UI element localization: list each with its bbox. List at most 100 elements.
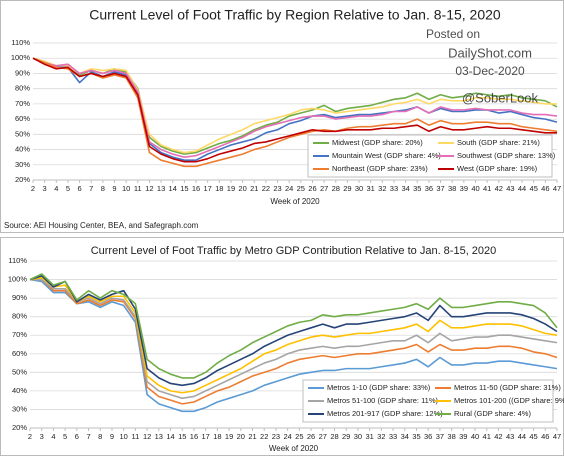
- x-tick-label: 34: [401, 432, 409, 441]
- series-line: [30, 278, 558, 405]
- x-tick-label: 3: [40, 432, 44, 441]
- y-tick-label: 40%: [12, 386, 27, 395]
- x-tick-label: 32: [377, 432, 385, 441]
- legend-box: [302, 379, 554, 423]
- x-tick-label: 25: [297, 184, 305, 193]
- x-tick-label: 47: [553, 432, 561, 441]
- x-tick-label: 27: [319, 432, 327, 441]
- x-tick-label: 36: [425, 184, 433, 193]
- x-tick-label: 43: [506, 184, 514, 193]
- legend-label: Southwest (GDP share: 13%): [457, 151, 556, 160]
- series-line: [32, 57, 558, 162]
- x-tick-label: 42: [495, 184, 503, 193]
- x-tick-label: 6: [77, 184, 81, 193]
- x-tick-label: 5: [63, 432, 67, 441]
- x-tick-label: 26: [308, 184, 316, 193]
- series-line: [32, 57, 558, 158]
- x-tick-label: 40: [471, 184, 479, 193]
- x-tick-label: 3: [43, 184, 47, 193]
- y-tick-label: 30%: [15, 160, 30, 169]
- y-tick-label: 50%: [12, 367, 27, 376]
- x-tick-label: 19: [225, 432, 233, 441]
- x-tick-label: 18: [213, 432, 221, 441]
- watermark: @SoberLook: [462, 90, 539, 105]
- x-tick-label: 21: [250, 184, 258, 193]
- legend-label: West (GDP share: 19%): [457, 164, 538, 173]
- x-tick-label: 46: [541, 432, 549, 441]
- legend-label: Rural (GDP share: 4%): [454, 409, 531, 418]
- y-tick-label: 20%: [15, 175, 30, 184]
- watermark: DailyShot.com: [448, 45, 532, 60]
- x-tick-label: 22: [260, 432, 268, 441]
- x-tick-label: 39: [460, 184, 468, 193]
- x-tick-label: 41: [483, 432, 491, 441]
- x-tick-label: 38: [448, 184, 456, 193]
- x-tick-label: 29: [342, 432, 350, 441]
- x-tick-label: 31: [367, 184, 375, 193]
- x-tick-label: 26: [307, 432, 315, 441]
- legend-box: [307, 134, 553, 178]
- x-tick-label: 23: [273, 184, 281, 193]
- x-tick-label: 35: [412, 432, 420, 441]
- x-tick-label: 18: [215, 184, 223, 193]
- x-tick-label: 12: [145, 184, 153, 193]
- x-tick-label: 43: [506, 432, 514, 441]
- x-tick-label: 17: [203, 184, 211, 193]
- x-axis-title: Week of 2020: [269, 444, 319, 453]
- x-tick-label: 11: [132, 432, 140, 441]
- x-tick-label: 8: [101, 184, 105, 193]
- y-tick-label: 90%: [15, 68, 30, 77]
- y-tick-label: 80%: [15, 84, 30, 93]
- source-note: Source: AEI Housing Center, BEA, and Saf…: [4, 221, 199, 230]
- x-tick-label: 11: [134, 184, 142, 193]
- x-tick-label: 12: [143, 432, 151, 441]
- x-tick-label: 46: [541, 184, 549, 193]
- x-tick-label: 13: [155, 432, 163, 441]
- x-tick-label: 39: [459, 432, 467, 441]
- chart-title: Current Level of Foot Traffic by Metro G…: [91, 245, 497, 257]
- x-tick-label: 20: [238, 184, 246, 193]
- y-tick-label: 110%: [8, 256, 27, 265]
- x-tick-label: 16: [192, 184, 200, 193]
- x-tick-label: 22: [262, 184, 270, 193]
- x-tick-label: 15: [180, 184, 188, 193]
- x-tick-label: 2: [28, 432, 32, 441]
- x-tick-label: 40: [471, 432, 479, 441]
- x-tick-label: 14: [169, 184, 177, 193]
- x-tick-label: 6: [75, 432, 79, 441]
- x-tick-label: 14: [166, 432, 174, 441]
- x-tick-label: 15: [178, 432, 186, 441]
- x-tick-label: 24: [285, 184, 293, 193]
- y-tick-label: 100%: [11, 53, 31, 62]
- x-tick-label: 30: [354, 432, 362, 441]
- x-tick-label: 9: [110, 432, 114, 441]
- x-tick-label: 23: [272, 432, 280, 441]
- x-tick-label: 45: [529, 432, 537, 441]
- x-tick-label: 20: [237, 432, 245, 441]
- x-tick-label: 4: [54, 184, 58, 193]
- series-line: [32, 57, 557, 163]
- x-tick-label: 2: [31, 184, 35, 193]
- x-tick-label: 37: [436, 432, 444, 441]
- x-tick-label: 31: [365, 432, 373, 441]
- watermark: Posted on: [426, 27, 480, 41]
- x-tick-label: 33: [389, 432, 397, 441]
- x-tick-label: 29: [343, 184, 351, 193]
- y-tick-label: 110%: [11, 38, 30, 47]
- x-tick-label: 36: [424, 432, 432, 441]
- y-tick-label: 60%: [12, 349, 27, 358]
- legend-label: South (GDP share: 21%): [457, 138, 540, 147]
- legend-label: Metros 201-917 (GDP share: 12%): [327, 409, 443, 418]
- x-tick-label: 47: [553, 184, 561, 193]
- y-tick-label: 30%: [12, 404, 27, 413]
- x-tick-label: 45: [530, 184, 538, 193]
- x-tick-label: 24: [283, 432, 291, 441]
- x-tick-label: 32: [378, 184, 386, 193]
- x-tick-label: 9: [112, 184, 116, 193]
- x-tick-label: 28: [332, 184, 340, 193]
- chart-title: Current Level of Foot Traffic by Region …: [89, 7, 501, 23]
- x-tick-label: 34: [401, 184, 409, 193]
- y-tick-label: 50%: [15, 129, 30, 138]
- x-tick-label: 37: [436, 184, 444, 193]
